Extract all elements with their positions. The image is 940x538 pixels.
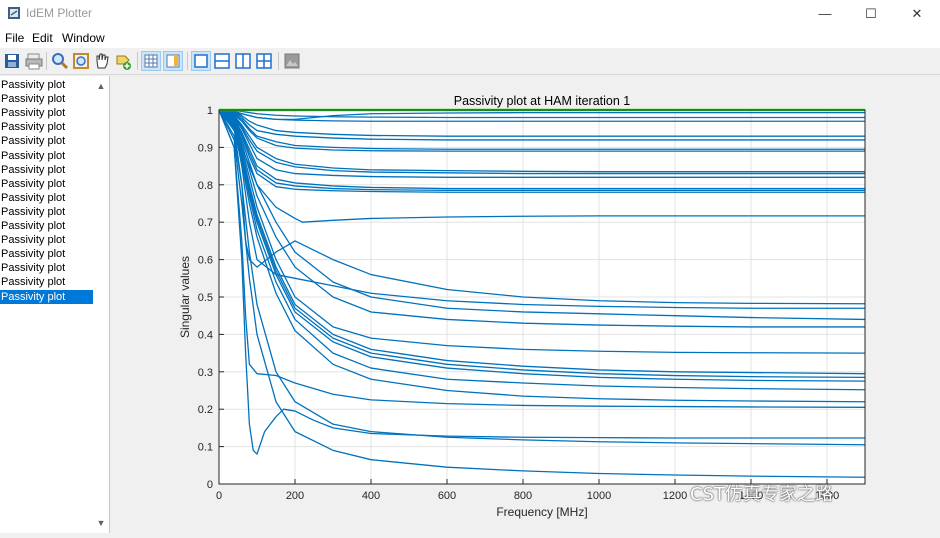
scroll-down-icon[interactable]: ▼ <box>96 518 106 528</box>
layout-single-icon[interactable] <box>191 51 211 71</box>
layout-rows-icon[interactable] <box>212 51 232 71</box>
singular-value-line <box>218 109 865 192</box>
singular-value-line <box>218 109 865 152</box>
singular-value-line <box>218 109 866 403</box>
y-tick-label: 0.6 <box>198 255 213 267</box>
x-tick-label: 1200 <box>663 490 687 502</box>
y-tick-label: 0.1 <box>198 442 213 454</box>
menu-window[interactable]: Window <box>62 31 105 45</box>
singular-value-line <box>218 109 866 478</box>
save-icon[interactable] <box>2 51 22 71</box>
y-tick-label: 0.8 <box>198 180 213 192</box>
menu-bar: File Edit Window <box>0 28 940 48</box>
list-item[interactable]: Passivity plot <box>1 205 66 218</box>
toolbar-separator <box>46 52 47 70</box>
list-item[interactable]: Passivity plot <box>1 248 66 261</box>
menu-edit[interactable]: Edit <box>32 31 53 45</box>
list-item[interactable]: Passivity plot <box>1 79 66 91</box>
singular-value-line <box>218 109 865 178</box>
list-item[interactable]: Passivity plot <box>1 135 66 148</box>
y-tick-label: 1 <box>207 105 213 117</box>
x-tick-label: 1400 <box>739 490 763 502</box>
x-tick-label: 600 <box>438 490 456 502</box>
passivity-chart[interactable]: 0 200 400 600 800 1000 1200 1400 1600 0 0.1 0.2 0.3 0… <box>110 76 940 533</box>
singular-value-line <box>218 109 865 173</box>
close-button[interactable]: ✕ <box>911 6 923 21</box>
x-tick-label: 800 <box>514 490 532 502</box>
list-item[interactable]: Passivity plot <box>1 107 66 120</box>
zoom-icon[interactable] <box>50 51 70 71</box>
window-title: IdEM Plotter <box>26 6 93 20</box>
legend-icon[interactable] <box>163 51 183 71</box>
list-item[interactable]: Passivity plot <box>1 121 66 134</box>
grid-icon[interactable] <box>141 51 161 71</box>
toolbar <box>0 48 940 75</box>
toolbar-separator <box>187 52 188 70</box>
scroll-up-icon[interactable]: ▲ <box>96 81 106 91</box>
singular-value-line <box>218 109 865 190</box>
x-tick-label: 1000 <box>587 490 611 502</box>
zoom-fit-icon[interactable] <box>71 51 91 71</box>
list-item[interactable]: Passivity plot <box>1 234 66 247</box>
app-icon <box>8 7 20 19</box>
data-cursor-icon[interactable] <box>113 51 133 71</box>
print-icon[interactable] <box>24 51 44 71</box>
singular-value-line <box>218 109 866 391</box>
y-tick-label: 0 <box>207 479 213 491</box>
chart-title: Passivity plot at HAM iteration 1 <box>454 94 631 108</box>
y-tick-label: 0.4 <box>198 329 213 341</box>
axes-box <box>218 109 866 485</box>
singular-value-line <box>218 109 865 193</box>
y-tick-label: 0.2 <box>198 404 213 416</box>
y-tick-label: 0.5 <box>198 292 213 304</box>
list-item[interactable]: Passivity plot <box>1 149 66 162</box>
maximize-button[interactable]: ☐ <box>865 6 877 21</box>
list-item[interactable]: Passivity plot <box>1 276 66 289</box>
list-scrollbar[interactable]: ▲ ▼ <box>93 76 109 533</box>
y-axis-label: Singular values <box>178 256 192 338</box>
list-item[interactable]: Passivity plot <box>1 163 66 176</box>
list-item[interactable]: Passivity plot <box>1 177 66 190</box>
plot-area: 0 200 400 600 800 1000 1200 1400 1600 0 0.1 0.2 0.3 0… <box>110 76 940 533</box>
toolbar-separator <box>278 52 279 70</box>
list-item[interactable]: Passivity plot <box>1 191 66 204</box>
singular-value-line <box>218 109 865 120</box>
singular-value-line <box>218 109 865 150</box>
title-bar: IdEM Plotter — ☐ ✕ <box>0 0 940 28</box>
y-tick-label: 0.7 <box>198 217 213 229</box>
singular-value-line <box>218 109 866 382</box>
menu-file[interactable]: File <box>5 31 25 45</box>
list-item[interactable]: Passivity plot <box>1 220 66 232</box>
singular-value-line <box>218 109 866 321</box>
y-tick-label: 0.9 <box>198 142 213 154</box>
x-tick-label: 400 <box>362 490 380 502</box>
singular-value-line <box>218 109 866 354</box>
singular-value-line <box>218 109 866 446</box>
x-axis-label: Frequency [MHz] <box>496 505 587 519</box>
singular-value-line <box>218 109 865 175</box>
singular-value-line <box>218 109 865 137</box>
x-tick-label: 200 <box>286 490 304 502</box>
plot-list-panel: Passivity plot Passivity plot Passivity pl… <box>0 76 110 533</box>
list-item[interactable]: Passivity plot <box>0 289 94 304</box>
singular-value-line <box>218 109 865 119</box>
x-tick-label: 1600 <box>815 490 839 502</box>
toolbar-separator <box>137 52 138 70</box>
y-tick-label: 0.3 <box>198 367 213 379</box>
layout-quad-icon[interactable] <box>254 51 274 71</box>
x-tick-label: 0 <box>216 490 222 502</box>
watermark-text: CST仿真专家之路 <box>690 484 833 505</box>
singular-value-line <box>218 109 866 408</box>
pan-hand-icon[interactable] <box>92 51 112 71</box>
singular-value-line <box>218 109 866 305</box>
singular-value-line <box>218 109 865 455</box>
list-item[interactable]: Passivity plot <box>1 262 66 275</box>
minimize-button[interactable]: — <box>818 6 832 21</box>
list-item[interactable]: Passivity plot <box>1 93 66 106</box>
layout-cols-icon[interactable] <box>233 51 253 71</box>
singular-value-line <box>218 109 865 309</box>
singular-value-line <box>218 109 865 328</box>
export-image-icon[interactable] <box>282 51 302 71</box>
singular-value-line <box>218 109 865 141</box>
